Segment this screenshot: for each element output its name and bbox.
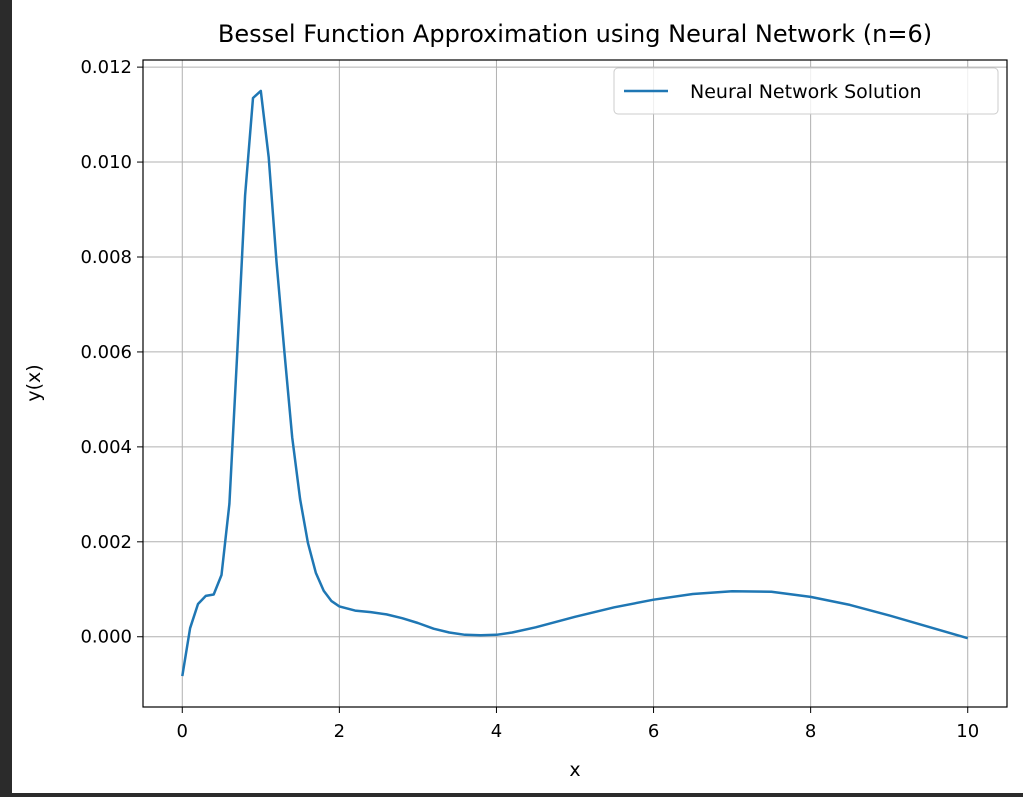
grid xyxy=(143,60,1007,707)
y-tick-label: 0.002 xyxy=(80,532,132,553)
y-axis-label: y(x) xyxy=(23,364,45,401)
x-tick-label: 6 xyxy=(648,721,659,742)
y-tick-label: 0.008 xyxy=(80,247,132,268)
axis-ticks: 0 2 4 6 8 10 0.000 0.002 0.004 0.006 0.008 0.010 0.0… xyxy=(80,57,979,742)
x-tick-label: 0 xyxy=(177,721,188,742)
chart-title: Bessel Function Approximation using Neur… xyxy=(218,20,932,48)
y-tick-label: 0.010 xyxy=(80,152,132,173)
y-tick-label: 0.004 xyxy=(80,437,132,458)
x-axis-label: x xyxy=(569,759,580,781)
x-tick-label: 10 xyxy=(956,721,979,742)
legend: Neural Network Solution xyxy=(613,67,999,115)
series-line xyxy=(181,89,969,677)
y-tick-label: 0.006 xyxy=(80,342,132,363)
x-tick-label: 2 xyxy=(334,721,345,742)
y-tick-label: 0.012 xyxy=(80,57,132,78)
window-bottom-edge xyxy=(0,793,1023,797)
legend-box xyxy=(613,67,999,115)
y-tick-label: 0.000 xyxy=(80,627,132,648)
plot-area-frame xyxy=(142,59,1008,708)
x-tick-label: 8 xyxy=(805,721,816,742)
window-left-edge xyxy=(0,0,12,797)
series-layer xyxy=(181,89,969,677)
x-tick-label: 4 xyxy=(491,721,502,742)
legend-label: Neural Network Solution xyxy=(690,81,922,103)
